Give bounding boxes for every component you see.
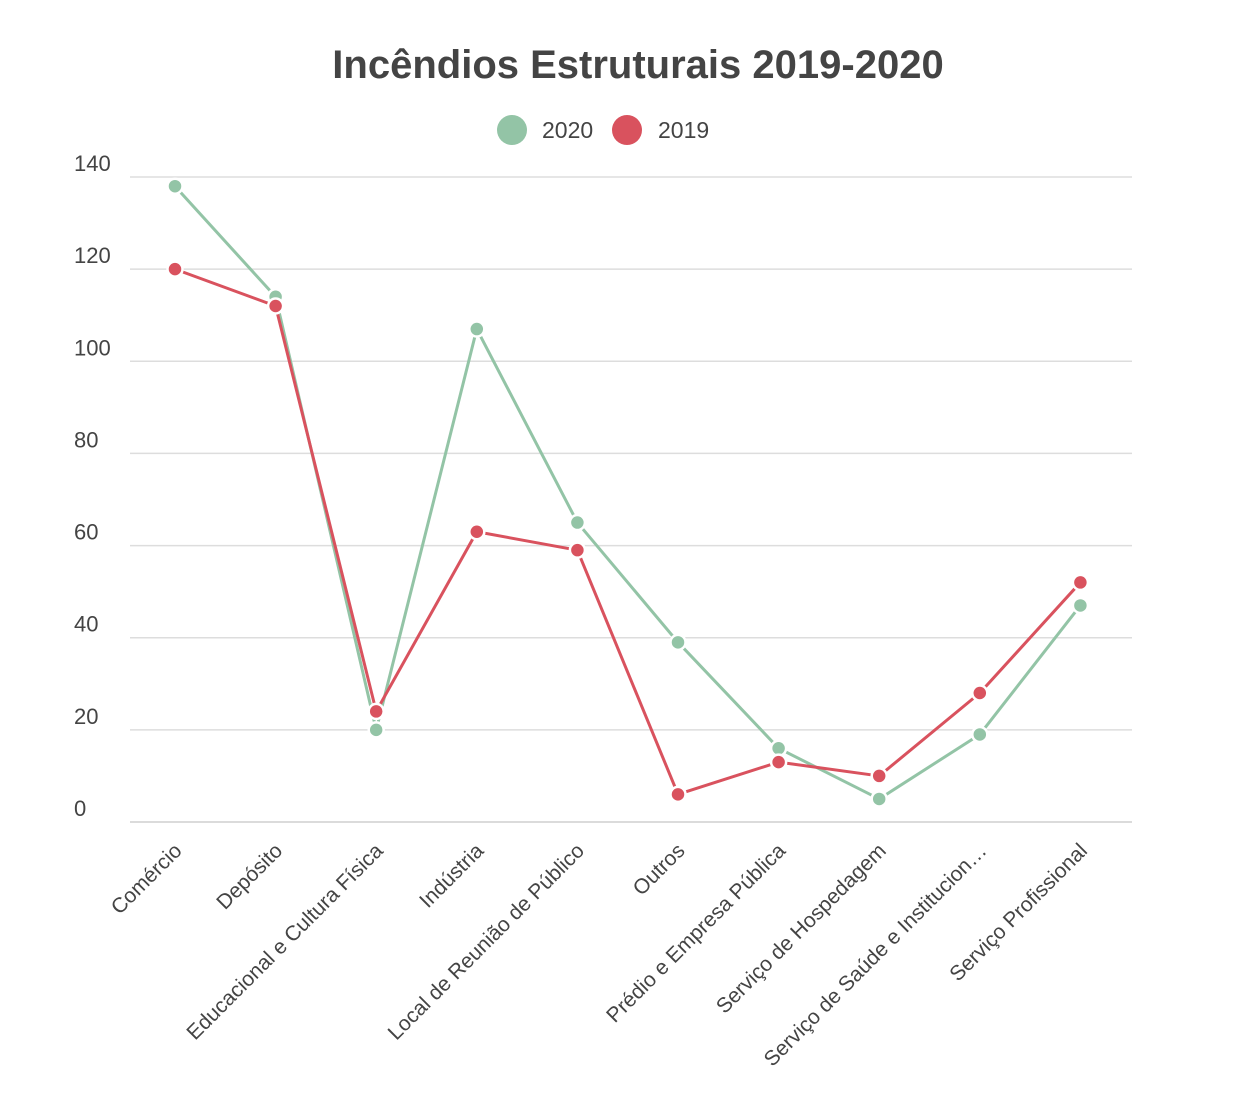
data-point-2020 [568, 513, 587, 532]
data-point-2019 [769, 753, 788, 771]
legend-swatch-2020 [497, 115, 527, 145]
legend-label-2019: 2019 [658, 117, 709, 143]
x-tick-label: Prédio e Empresa Pública [602, 839, 790, 1027]
data-point-2019 [166, 260, 184, 278]
data-point-2019 [870, 767, 888, 785]
data-point-2019 [568, 541, 587, 559]
data-point-2019 [971, 684, 989, 702]
data-point-2019 [669, 785, 687, 804]
data-point-2019 [266, 297, 285, 315]
y-tick-label: 40 [74, 612, 98, 637]
x-tick-label: Outros [629, 839, 690, 900]
y-tick-label: 60 [74, 520, 98, 545]
y-tick-label: 80 [74, 427, 98, 452]
gridlines [130, 176, 1132, 823]
series-points [166, 177, 1090, 808]
data-point-2020 [870, 790, 888, 808]
y-tick-label: 20 [74, 704, 98, 729]
y-axis-ticks: 0 20 40 60 80 100 120 140 [74, 151, 111, 821]
legend: 2020 2019 [497, 115, 709, 145]
x-tick-label: Serviço de Hospedagem [712, 839, 891, 1018]
data-point-2020 [669, 633, 687, 652]
x-tick-label: Depósito [212, 839, 287, 914]
x-tick-label: Educacional e Cultura Física [182, 839, 387, 1044]
legend-label-2020: 2020 [542, 117, 593, 143]
series-line-2019 [174, 267, 1082, 796]
series-lines [173, 185, 1082, 801]
x-tick-label: Comércio [107, 839, 187, 919]
y-tick-label: 140 [74, 151, 111, 176]
data-point-2019 [468, 523, 486, 541]
x-tick-label: Indústria [415, 839, 488, 912]
data-point-2020 [166, 177, 184, 195]
data-point-2020 [468, 320, 486, 338]
x-tick-label: Serviço de Saúde e Institucion… [760, 839, 992, 1071]
data-point-2019 [1071, 573, 1090, 592]
chart-title: Incêndios Estruturais 2019-2020 [332, 43, 943, 87]
data-point-2020 [1071, 596, 1090, 615]
data-point-2020 [971, 725, 989, 744]
y-tick-label: 100 [74, 335, 111, 360]
y-tick-label: 120 [74, 243, 111, 268]
legend-swatch-2019 [612, 115, 642, 145]
x-tick-label: Local de Reunião de Público [384, 839, 589, 1044]
y-tick-label: 0 [74, 796, 86, 821]
data-point-2020 [367, 721, 385, 739]
series-line-2020 [173, 185, 1082, 801]
data-point-2019 [367, 702, 385, 721]
